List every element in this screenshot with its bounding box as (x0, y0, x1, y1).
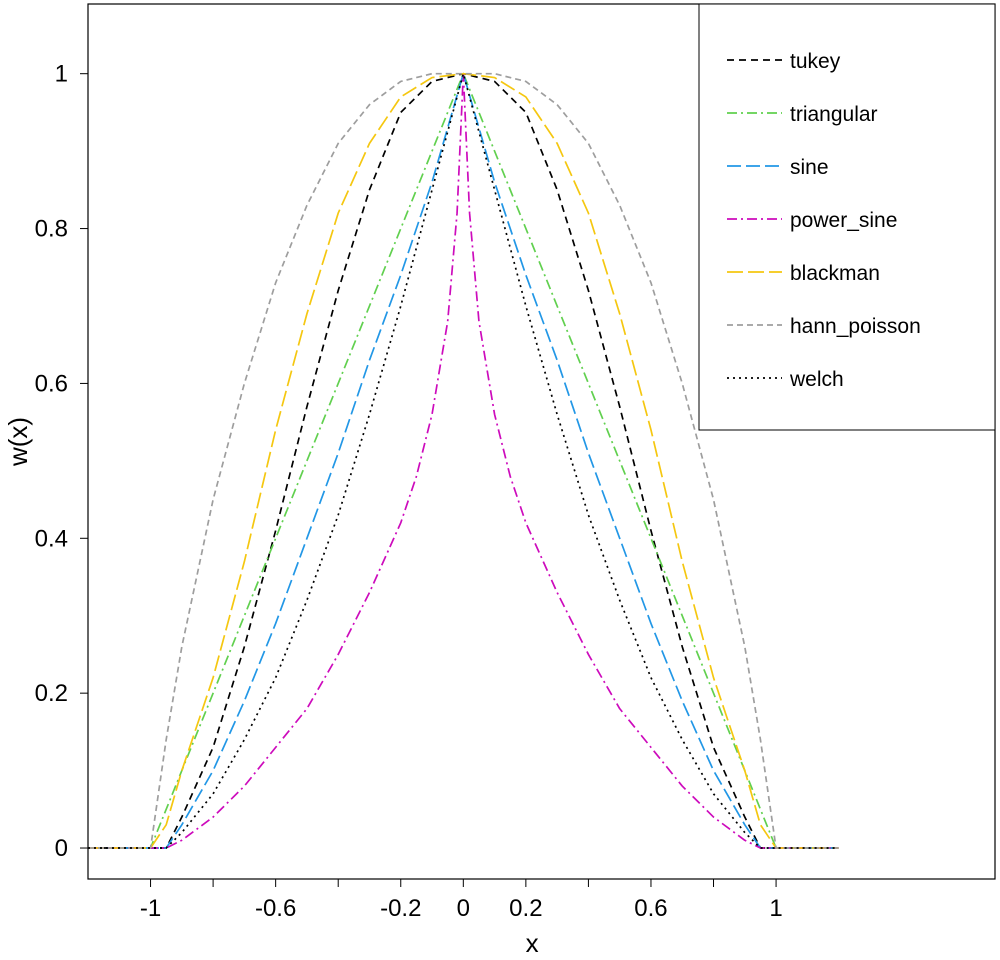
x-tick-label: -0.6 (255, 895, 296, 922)
x-tick-label: 1 (769, 895, 782, 922)
legend-label-power-sine: power_sine (790, 209, 897, 232)
y-tick-label: 0.8 (35, 216, 68, 243)
y-tick-label: 0 (55, 835, 68, 862)
x-tick-label: -0.2 (380, 895, 421, 922)
legend-label-hann-poisson: hann_poisson (790, 315, 921, 338)
x-axis-title: x (526, 928, 539, 958)
legend-label-triangular: triangular (790, 103, 878, 126)
plot-frame (87, 3, 996, 880)
legend-label-welch: welch (789, 368, 844, 391)
legend-box (698, 3, 996, 431)
series-line-blackman (88, 72, 839, 849)
y-tick-label: 0.6 (35, 370, 68, 397)
series-line-sine (88, 72, 839, 849)
series-line-welch (88, 72, 839, 849)
y-tick-label: 0.4 (35, 525, 68, 552)
legend-label-blackman: blackman (790, 262, 880, 285)
y-tick-label: 0.2 (35, 680, 68, 707)
legend-label-sine: sine (790, 156, 829, 179)
x-tick-label: 0.6 (634, 895, 667, 922)
y-axis: 0 0.2 0.4 0.6 0.8 1 (35, 61, 88, 862)
x-tick-label: 0 (457, 895, 470, 922)
legend-label-tukey: tukey (790, 50, 841, 73)
legend: tukey triangular sine power_sine blackman han… (698, 3, 996, 431)
series-layer (88, 72, 839, 849)
x-tick-label: 0.2 (509, 895, 542, 922)
x-axis: -1 -0.6 -0.2 0 0.2 0.6 1 (140, 879, 783, 922)
x-tick-label: -1 (140, 895, 161, 922)
y-tick-label: 1 (55, 61, 68, 88)
y-axis-title: w(x) (3, 417, 33, 467)
